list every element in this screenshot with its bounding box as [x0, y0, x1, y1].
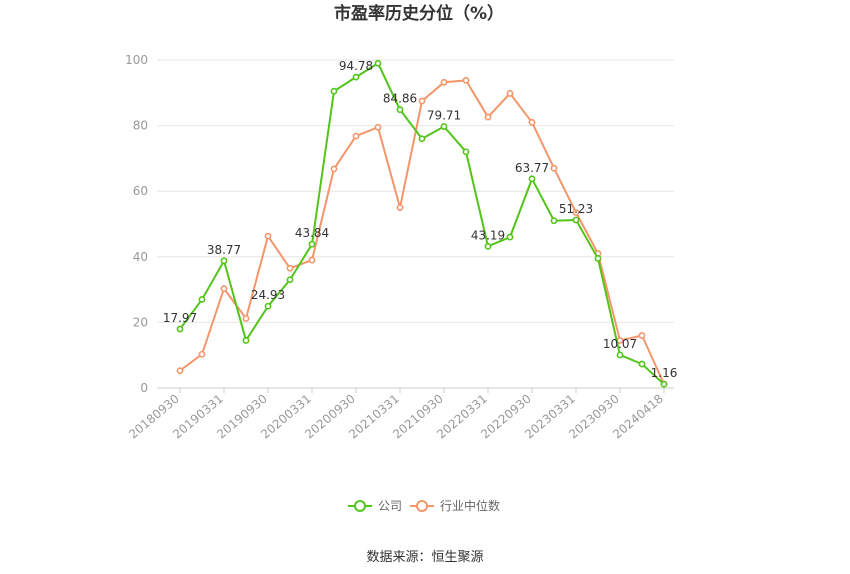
y-tick-label: 100: [125, 53, 148, 67]
data-point[interactable]: [616, 351, 624, 359]
data-label: 51.23: [559, 202, 593, 216]
legend-marker: [416, 500, 428, 512]
legend-label: 公司: [378, 499, 402, 513]
data-point[interactable]: [352, 132, 360, 140]
y-tick-label: 40: [133, 250, 148, 264]
data-point[interactable]: [176, 367, 184, 375]
data-point[interactable]: [506, 90, 514, 97]
y-axis: 0 20 40 60 80 100: [125, 53, 148, 395]
data-point[interactable]: [308, 240, 316, 248]
data-label: 43.84: [295, 226, 329, 240]
data-point[interactable]: [396, 204, 404, 211]
data-point[interactable]: [220, 285, 228, 293]
data-label: 10.07: [603, 337, 637, 351]
data-point[interactable]: [660, 380, 668, 388]
data-point[interactable]: [286, 264, 294, 272]
series-line-0: [179, 62, 665, 385]
data-point[interactable]: [220, 257, 228, 265]
chart-title: 市盈率历史分位（%）: [334, 3, 504, 24]
data-point[interactable]: [330, 165, 338, 173]
data-point[interactable]: [198, 296, 206, 303]
data-label: 63.77: [515, 161, 549, 175]
data-point[interactable]: [506, 233, 514, 241]
data-labels: 17.97 38.77 24.93 43.84 94.78 84.86 79.71 43.19…: [163, 59, 678, 380]
data-label: 84.86: [383, 92, 417, 106]
grid-lines: [157, 59, 674, 389]
y-tick-label: 20: [133, 315, 148, 329]
data-point[interactable]: [484, 113, 492, 121]
data-point[interactable]: [572, 216, 580, 224]
data-point[interactable]: [550, 217, 558, 225]
data-point[interactable]: [308, 256, 316, 264]
data-point[interactable]: [264, 232, 272, 240]
y-tick-label: 60: [133, 184, 148, 198]
data-point[interactable]: [176, 325, 184, 333]
data-point[interactable]: [440, 78, 448, 86]
legend-label: 行业中位数: [440, 498, 500, 513]
data-point[interactable]: [374, 123, 382, 131]
legend-marker: [354, 500, 366, 512]
data-label: 38.77: [207, 243, 241, 257]
y-tick-label: 80: [133, 119, 148, 133]
source-note: 数据来源：恒生聚源: [366, 550, 483, 565]
data-point[interactable]: [242, 315, 250, 322]
data-point[interactable]: [528, 118, 536, 126]
data-point[interactable]: [198, 350, 206, 358]
data-point[interactable]: [594, 255, 602, 262]
data-point[interactable]: [352, 73, 360, 81]
data-point[interactable]: [418, 97, 426, 105]
data-point[interactable]: [462, 148, 470, 156]
data-point[interactable]: [440, 123, 448, 130]
data-point[interactable]: [462, 76, 470, 84]
data-point[interactable]: [396, 106, 404, 114]
data-point[interactable]: [484, 242, 492, 250]
data-point[interactable]: [638, 360, 646, 368]
data-point[interactable]: [638, 332, 646, 339]
data-point[interactable]: [528, 175, 536, 183]
series-group: [176, 59, 668, 388]
data-label: 43.19: [471, 228, 505, 242]
data-point[interactable]: [242, 337, 250, 344]
data-point[interactable]: [572, 209, 580, 216]
legend-item-1[interactable]: 行业中位数: [410, 498, 500, 513]
data-label: 79.71: [427, 109, 461, 123]
data-point[interactable]: [550, 164, 558, 172]
data-label: 17.97: [163, 311, 197, 325]
x-axis: 2018093020190331201909302020033120200930…: [126, 388, 666, 442]
data-point[interactable]: [374, 59, 382, 67]
data-label: 1.16: [651, 366, 678, 380]
data-label: 24.93: [251, 288, 285, 302]
data-point[interactable]: [264, 302, 272, 310]
y-tick-label: 0: [140, 381, 148, 395]
data-point[interactable]: [418, 135, 426, 143]
data-point[interactable]: [330, 87, 338, 95]
data-label: 94.78: [339, 59, 373, 73]
legend: 公司 行业中位数: [348, 498, 500, 513]
data-point[interactable]: [286, 276, 294, 284]
legend-item-0[interactable]: 公司: [348, 499, 402, 513]
